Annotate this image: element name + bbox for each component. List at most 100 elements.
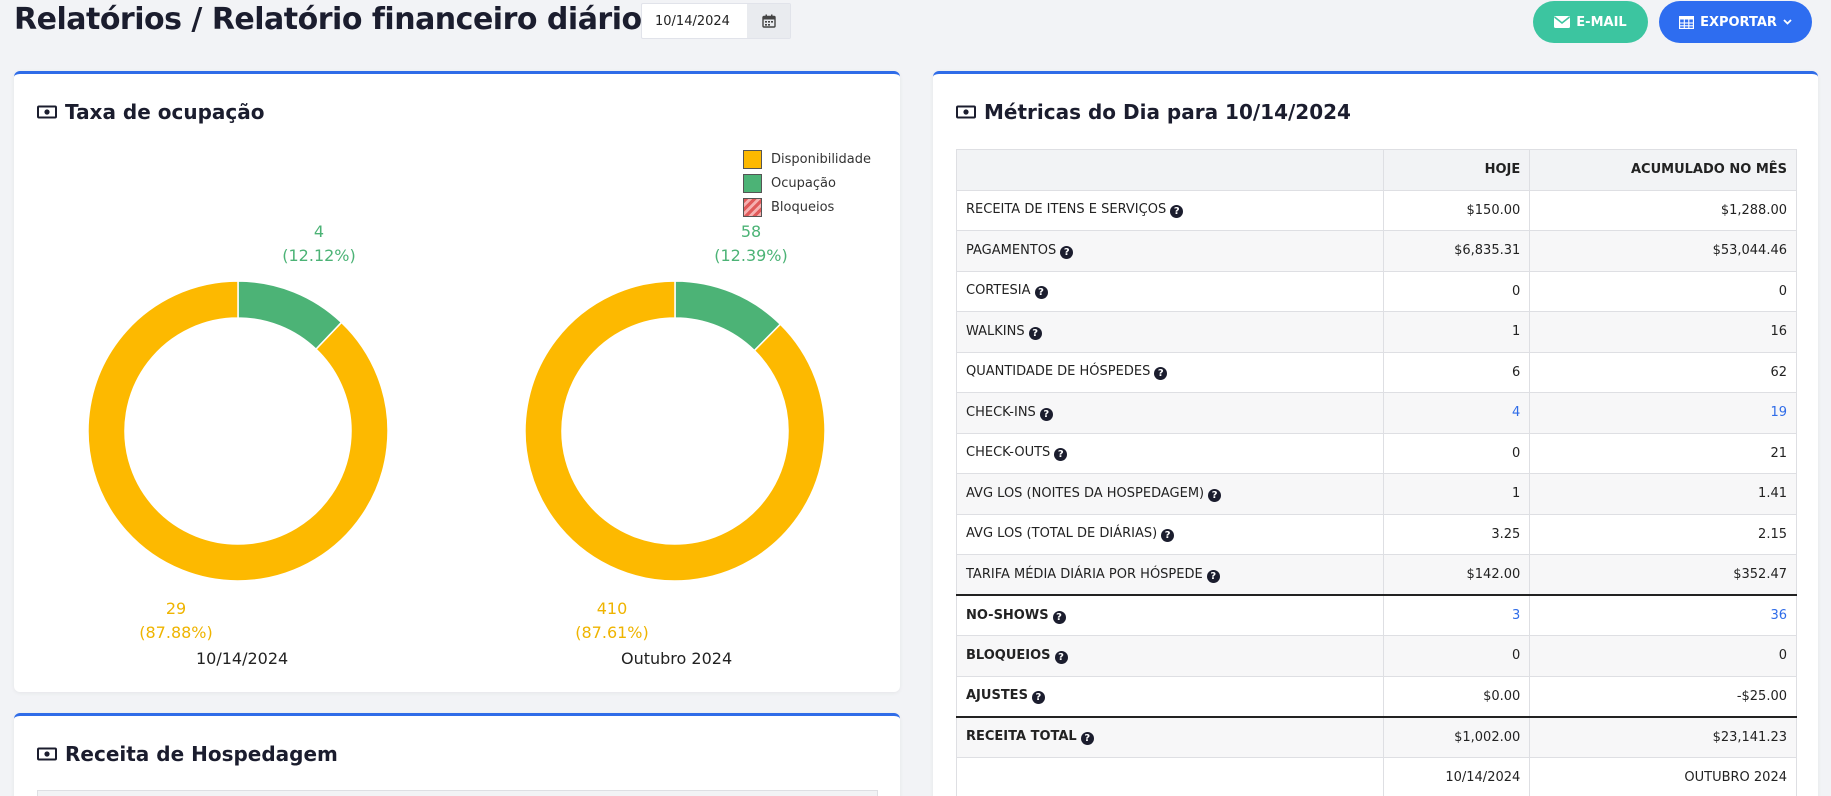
metric-name: Check-outs? (955, 432, 1385, 474)
metric-name-label: Cortesia (966, 283, 1031, 299)
table-icon (1679, 15, 1695, 29)
metric-name-label: Quantidade de hóspedes (966, 364, 1151, 380)
money-icon (956, 105, 976, 119)
metric-today-text: 0 (1512, 648, 1521, 664)
metric-month-text: 36 (1770, 608, 1787, 623)
question-circle-icon[interactable]: ? (1034, 286, 1048, 300)
metric-month-value[interactable]: 19 (1529, 392, 1797, 434)
metric-month-value: 0 (1529, 635, 1797, 677)
metric-row: Check-outs? 0 21 (955, 432, 1797, 474)
metric-today-text: $6,835.31 (1454, 243, 1521, 259)
question-circle-icon[interactable]: ? (1060, 245, 1074, 259)
question-circle-icon[interactable]: ? (1154, 367, 1168, 381)
envelope-icon (1554, 16, 1571, 28)
header: Relatórios / Relatório financeiro diário… (0, 0, 1831, 60)
date-picker (641, 3, 791, 39)
money-icon (37, 747, 57, 761)
metric-today-text: $150.00 (1466, 202, 1521, 218)
metric-row: Tarifa média diária por hóspede? $142.00 $… (955, 554, 1797, 596)
metric-name: Pagamentos? (955, 230, 1385, 272)
chart-caption-month: Outubro 2024 (621, 649, 733, 668)
metric-today-text: $142.00 (1466, 567, 1521, 582)
metric-name: Receita total? (955, 715, 1385, 758)
metric-month-value: 62 (1529, 351, 1797, 393)
metric-month-text: 0 (1778, 648, 1787, 664)
legend-item-occupancy[interactable]: Ocupação (743, 171, 871, 195)
donut-chart-month (524, 280, 826, 582)
question-circle-icon[interactable]: ? (1161, 529, 1175, 543)
metric-today-value: 0 (1383, 432, 1531, 474)
metric-today-text: 4 (1512, 405, 1521, 421)
question-circle-icon[interactable]: ? (1208, 488, 1222, 502)
metric-today-text: 0 (1512, 445, 1521, 461)
metric-month-value: $1,288.00 (1529, 189, 1797, 231)
date-input[interactable] (642, 4, 748, 38)
metric-today-value: $142.00 (1383, 554, 1531, 596)
header-name (955, 149, 1385, 191)
metric-month-value[interactable]: 36 (1529, 594, 1797, 636)
question-circle-icon[interactable]: ? (1054, 650, 1068, 664)
question-circle-icon[interactable]: ? (1052, 610, 1066, 624)
metric-name-label: Tarifa média diária por hóspede (966, 566, 1203, 582)
metric-month-text: 2.15 (1758, 526, 1787, 542)
slice-availability[interactable] (524, 280, 826, 582)
metrics-card-title: Métricas do Dia para 10/14/2024 (956, 100, 1351, 124)
metric-today-value: $6,835.31 (1383, 230, 1531, 272)
question-circle-icon[interactable]: ? (1028, 326, 1042, 340)
metric-today-value[interactable]: 4 (1383, 392, 1531, 434)
metric-name-label: Bloqueios (966, 647, 1051, 663)
header-month: ACUMULADO NO MÊS (1529, 149, 1797, 191)
question-circle-icon[interactable]: ? (1170, 205, 1184, 219)
metric-row: Receita total? $1,002.00 $23,141.23 (955, 715, 1797, 758)
revenue-table-header (37, 790, 878, 796)
occupied-label-day: 4 (12.12%) (282, 222, 356, 265)
metric-month-text: 0 (1778, 283, 1787, 299)
donut-chart-day (87, 280, 389, 582)
metric-name-label: No-shows (966, 607, 1049, 623)
metric-today-text: 1 (1512, 486, 1521, 502)
metric-today-value: 1 (1383, 473, 1531, 515)
metric-month-value: 0 (1529, 270, 1797, 312)
email-button[interactable]: E-MAIL (1533, 1, 1648, 43)
available-label-month: 410 (87.61%) (575, 599, 649, 642)
question-circle-icon[interactable]: ? (1080, 732, 1094, 745)
export-button[interactable]: EXPORTAR (1659, 1, 1812, 43)
metric-row: AVG LOS (noites da hospedagem)? 1 1.41 (955, 473, 1797, 515)
legend-item-blocks[interactable]: Bloqueios (743, 195, 871, 219)
metric-name: No-shows? (955, 594, 1385, 636)
metric-month-text: 1.41 (1758, 486, 1787, 502)
export-button-label: EXPORTAR (1700, 14, 1777, 30)
occupancy-card: Taxa de ocupação Disponibilidade Ocupaçã… (14, 71, 900, 692)
calendar-button[interactable] (747, 4, 790, 38)
metric-month-value: $352.47 (1529, 554, 1797, 596)
metric-month-text: -$25.00 (1736, 688, 1787, 704)
question-circle-icon[interactable]: ? (1206, 569, 1220, 583)
metric-name: Cortesia? (955, 270, 1385, 312)
metric-row: No-shows? 3 36 (955, 594, 1797, 636)
metric-row: Check-ins? 4 19 (955, 392, 1797, 434)
metric-today-value[interactable]: 3 (1383, 594, 1531, 636)
metric-name-label: AVG LOS (total de diárias) (966, 526, 1158, 542)
metric-name-label: AVG LOS (noites da hospedagem) (966, 485, 1205, 501)
metric-name-label: Pagamentos (966, 242, 1057, 258)
slice-availability[interactable] (87, 280, 389, 582)
question-circle-icon[interactable]: ? (1031, 691, 1045, 704)
legend-item-availability[interactable]: Disponibilidade (743, 147, 871, 171)
metric-today-value: 3.25 (1383, 513, 1531, 555)
metric-month-value: 1.41 (1529, 473, 1797, 515)
metric-month-text: $23,141.23 (1712, 729, 1787, 745)
metric-name-label: Check-outs (966, 445, 1051, 461)
footer-month: OUTUBRO 2024 (1529, 756, 1797, 796)
question-circle-icon[interactable]: ? (1054, 448, 1068, 462)
metric-today-text: 6 (1512, 364, 1521, 380)
legend-swatch-blocks (743, 197, 762, 217)
metric-today-value: $150.00 (1383, 189, 1531, 231)
chart-caption-day: 10/14/2024 (196, 649, 289, 668)
metrics-card: Métricas do Dia para 10/14/2024 HOJE ACU… (933, 71, 1818, 796)
metric-month-value: 16 (1529, 311, 1797, 353)
header-today: HOJE (1383, 149, 1531, 191)
metric-today-text: $0.00 (1483, 688, 1521, 704)
question-circle-icon[interactable]: ? (1039, 407, 1053, 421)
footer-today: 10/14/2024 (1383, 756, 1531, 796)
metric-month-value: -$25.00 (1529, 675, 1797, 717)
